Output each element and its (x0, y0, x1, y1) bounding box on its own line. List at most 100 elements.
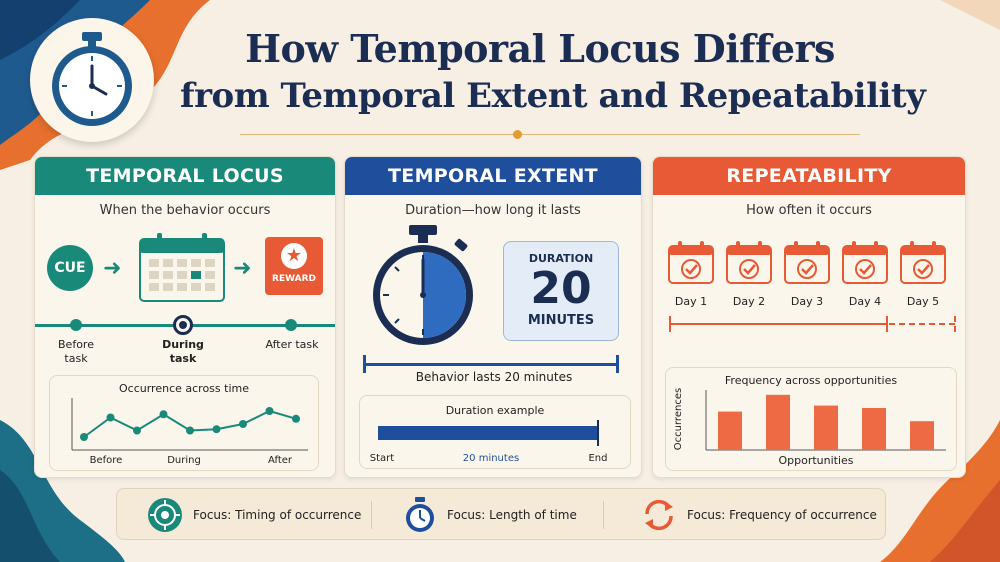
day-label: Day 2 (732, 295, 766, 308)
footer-item-length: Focus: Length of time (403, 489, 577, 541)
focus-footer: Focus: Timing of occurrence Focus: Lengt… (116, 488, 886, 540)
occurrence-data-point (133, 426, 141, 435)
panel-temporal-extent: TEMPORAL EXTENT Duration—how long it las… (344, 156, 642, 478)
timeline-label-before: Before task (58, 338, 94, 365)
occurrence-data-point (186, 426, 194, 435)
chart-title: Occurrence across time (119, 382, 249, 395)
duration-example-end: End (588, 453, 608, 464)
panel-subtitle: Duration—how long it lasts (405, 203, 581, 218)
day-calendar-row: Day 1 Day 2 Day 3 Day 4 Day 5 (667, 241, 957, 311)
repeat-timeline-dashed (889, 323, 955, 325)
duration-card-value: 20 (530, 263, 592, 314)
occurrence-data-point (80, 433, 88, 441)
footer-item-timing: Focus: Timing of occurrence (147, 489, 361, 541)
chart-x-label: Opportunities (778, 454, 854, 467)
calendar-check-icon (784, 241, 830, 284)
occurrence-data-point (159, 410, 168, 419)
duration-card-label: DURATION (528, 252, 594, 265)
reward-badge: ★ REWARD (265, 237, 323, 295)
occurrence-data-point (292, 414, 300, 423)
day-calendar: Day 5 (899, 241, 947, 309)
cycle-arrows-icon (645, 499, 673, 531)
calendar-icon (139, 233, 225, 307)
day-label: Day 5 (906, 295, 940, 308)
timeline-marker-during (173, 315, 193, 335)
footer-label: Focus: Timing of occurrence (193, 508, 362, 522)
repeat-timeline-mid-tick (886, 316, 888, 332)
duration-example-title: Duration example (445, 404, 545, 417)
calendar-check-icon (900, 241, 946, 284)
day-calendar: Day 2 (725, 241, 773, 309)
panel-heading: TEMPORAL EXTENT (345, 157, 641, 195)
duration-example-bar (378, 426, 598, 440)
repeat-timeline-start-tick (669, 316, 671, 332)
chart-title: Frequency across opportunities (724, 374, 898, 387)
frequency-bar (718, 411, 742, 450)
title-divider-dot (513, 130, 522, 139)
day-calendar: Day 4 (841, 241, 889, 309)
duration-span-start-tick (363, 355, 366, 373)
duration-example-middle: 20 minutes (462, 453, 520, 464)
decorative-blob-bottom-left (0, 420, 125, 562)
page-title-line-2: from Temporal Extent and Repeatability (180, 76, 926, 116)
timeline-label-during: During task (162, 338, 204, 365)
duration-span-line (363, 363, 619, 366)
day-calendar: Day 3 (783, 241, 831, 309)
page-title-line-1: How Temporal Locus Differs (245, 26, 835, 71)
footer-label: Focus: Length of time (447, 508, 577, 522)
arrow-right-icon: ➜ (233, 256, 252, 281)
repeat-timeline-end-tick (954, 316, 956, 332)
arrow-right-icon: ➜ (103, 256, 122, 281)
timeline-marker-before (70, 319, 82, 331)
frequency-bar (910, 421, 934, 450)
footer-separator (371, 501, 372, 529)
occurrence-data-point (212, 425, 221, 434)
reward-label: REWARD (272, 274, 316, 284)
chart-x-label-during: During (167, 455, 201, 466)
panel-heading: TEMPORAL LOCUS (35, 157, 335, 195)
repeat-timeline-solid (669, 323, 887, 325)
cue-label: CUE (54, 260, 86, 276)
frequency-bar (814, 405, 838, 450)
decorative-blob-top-right (940, 0, 1000, 30)
chart-x-label-after: After (267, 455, 292, 466)
panel-heading: REPEATABILITY (653, 157, 965, 195)
stopwatch-icon (363, 223, 483, 351)
footer-label: Focus: Frequency of occurrence (687, 508, 877, 522)
target-icon (148, 498, 182, 532)
occurrence-data-point (265, 407, 274, 415)
day-label: Day 3 (790, 295, 824, 308)
duration-span-end-tick (616, 355, 619, 373)
occurrence-data-point (239, 420, 247, 428)
stopwatch-icon (406, 497, 434, 532)
panel-temporal-locus: TEMPORAL LOCUS When the behavior occurs … (34, 156, 336, 478)
duration-example-end-tick (597, 420, 599, 446)
duration-example-start: Start (369, 453, 395, 464)
frequency-chart-box: Frequency across opportunities Occurrenc… (665, 367, 957, 471)
cue-badge: CUE (47, 245, 93, 291)
chart-x-label-before: Before (89, 455, 123, 466)
title-divider (240, 134, 860, 135)
occurrence-line-chart (71, 398, 308, 451)
frequency-bar-chart (705, 390, 946, 451)
duration-caption: Behavior lasts 20 minutes (415, 370, 573, 384)
frequency-bar (766, 394, 790, 450)
panel-subtitle: How often it occurs (746, 203, 872, 218)
day-label: Day 4 (848, 295, 882, 308)
calendar-check-icon (668, 241, 714, 284)
stopwatch-icon (30, 18, 154, 142)
star-icon: ★ (281, 243, 307, 269)
occurrence-data-point (106, 413, 115, 422)
footer-item-frequency: Focus: Frequency of occurrence (641, 489, 877, 541)
duration-card: DURATION 20 MINUTES (503, 241, 619, 341)
occurrence-chart-box: Occurrence across time Before During Aft… (49, 375, 319, 471)
timeline-label-after: After task (265, 338, 319, 351)
decorative-blob-bottom-right (880, 420, 1000, 562)
timeline-marker-after (285, 319, 297, 331)
calendar-check-icon (726, 241, 772, 284)
duration-card-unit: MINUTES (527, 313, 595, 328)
footer-separator (603, 501, 604, 529)
day-calendar: Day 1 (667, 241, 715, 309)
duration-example-box: Duration example Start 20 minutes End (359, 395, 631, 469)
